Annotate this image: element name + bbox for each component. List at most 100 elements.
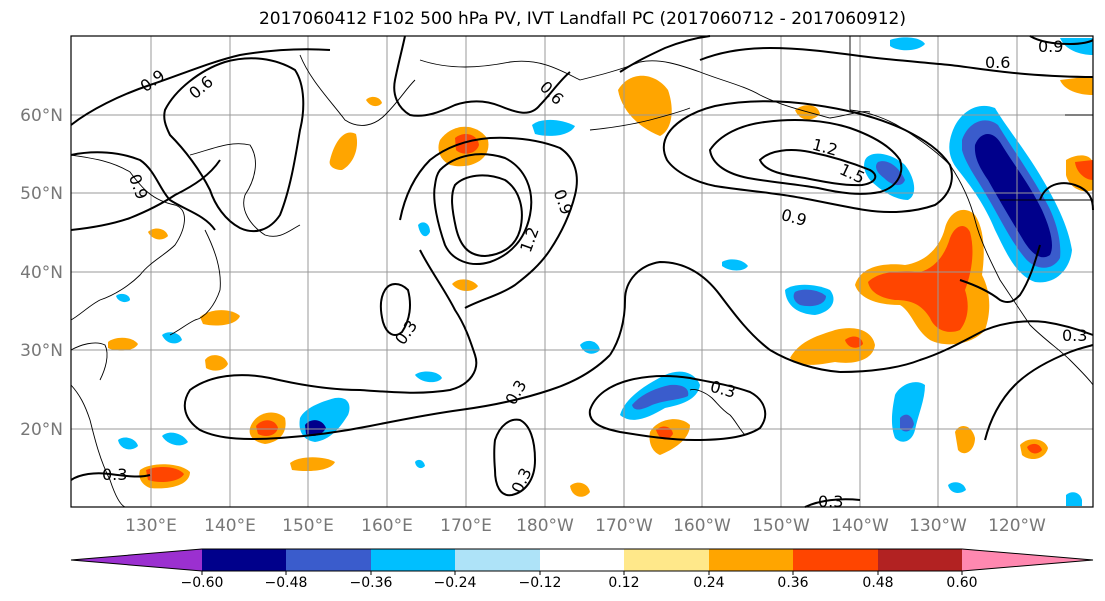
anomaly-patch [162,332,182,344]
colorbar-tick-label: −0.60 [181,575,224,591]
anomaly-patch [1075,160,1093,180]
lat-label: 40°N [20,263,63,283]
anomaly-patch [108,337,138,351]
lon-label: 140°E [204,516,256,536]
colorbar-segment [455,549,540,571]
colorbar-tick-label: −0.48 [265,575,308,591]
contour-label: 0.6 [985,53,1010,72]
longitude-labels: 130°E 140°E 150°E 160°E 170°E 180°W 170°… [125,516,1046,536]
colorbar [70,548,1094,575]
contour-line [393,35,571,117]
anomaly-patch [146,466,184,482]
anomaly-patch [1066,492,1082,506]
contour-line [588,374,767,442]
lon-label: 170°E [440,516,492,536]
anomaly-patch [793,289,826,307]
lat-label: 50°N [20,184,63,204]
anomaly-patch [532,119,575,136]
anomaly-patch [618,75,672,136]
map-border [70,35,1094,508]
anomaly-patch [570,482,590,497]
colorbar-tick-label: −0.36 [350,575,393,591]
coastline-philippines [70,384,126,508]
contour-line [70,159,221,231]
contour-line [959,244,1041,304]
pv-contours [70,35,1094,508]
anomaly-patch [890,37,925,51]
contour-label: 0.3 [1062,326,1087,345]
anomaly-patch [948,482,966,493]
coastline-hawaii [689,389,746,436]
contour-line [70,151,216,231]
colorbar-segment [709,549,793,571]
contour-line [708,119,903,195]
colorbar-segment [286,549,371,571]
contour-line [451,174,523,258]
anomaly-patch [455,134,479,154]
colorbar-segment [371,549,455,571]
lon-label: 150°W [752,516,810,536]
anomaly-patch [974,134,1053,258]
contour-line [619,35,711,73]
anomaly-patch [722,259,748,271]
contour-line [279,354,611,439]
anomaly-patch [329,132,358,170]
anomaly-patch [116,293,130,303]
anomaly-patch [256,420,278,436]
lat-label: 60°N [20,106,63,126]
contour-label: 0.3 [818,492,843,511]
lat-label: 20°N [20,420,63,440]
colorbar-tick-label: 0.24 [693,575,724,591]
contour-line [1029,35,1094,46]
contour-line [839,320,1094,373]
contour-line [70,48,331,126]
lon-label: 130°W [909,516,967,536]
anomaly-patch [205,355,228,371]
anomaly-patch [148,228,168,240]
contour-line [758,149,877,187]
map-title: 2017060412 F102 500 hPa PV, IVT Landfall… [258,9,906,29]
colorbar-segment [540,549,624,571]
anomaly-patch [656,426,673,440]
anomaly-patch [955,426,975,454]
contour-label: 0.9 [1038,37,1063,56]
graticule [71,36,1093,507]
colorbar-segment [878,549,962,571]
anomaly-patch [845,336,863,348]
anomaly-patch [366,96,382,107]
colorbar-tick-label: 0.48 [862,575,893,591]
lon-label: 140°W [831,516,889,536]
lon-label: 170°W [595,516,653,536]
colorbar-tick-label: 0.36 [777,575,808,591]
colorbar-tick-label: −0.12 [519,575,562,591]
anomaly-patch [632,384,689,410]
contour-line [1039,182,1094,211]
contour-line [609,260,841,373]
contour-line [493,418,537,497]
anomaly-patch [868,226,973,332]
contour-line [699,46,1094,78]
lon-label: 130°E [125,516,177,536]
lon-label: 120°W [988,516,1046,536]
coastline-china [70,342,108,381]
latitude-labels: 60°N 50°N 40°N 30°N 20°N [20,106,63,440]
lon-label: 150°E [282,516,334,536]
coastline-okhotsk [189,143,301,237]
anomaly-patch [290,457,335,472]
anomaly-patch [305,420,326,436]
contour-line [804,498,861,508]
contour-line [379,283,411,336]
contour-line [662,100,953,214]
anomaly-patch [415,371,442,383]
lon-label: 180°W [516,516,574,536]
contour-line [70,472,151,481]
colorbar-tick-label: 0.60 [946,575,977,591]
coastline-asia [70,154,185,321]
colorbar-tick-labels: −0.60 −0.48 −0.36 −0.24 −0.12 0.12 0.24 … [181,575,978,591]
coastline-alaska [419,59,871,119]
lat-label: 30°N [20,341,63,361]
anomaly-patch [418,222,430,237]
colorbar-extend-max [962,549,1093,571]
contour-line [163,57,305,233]
